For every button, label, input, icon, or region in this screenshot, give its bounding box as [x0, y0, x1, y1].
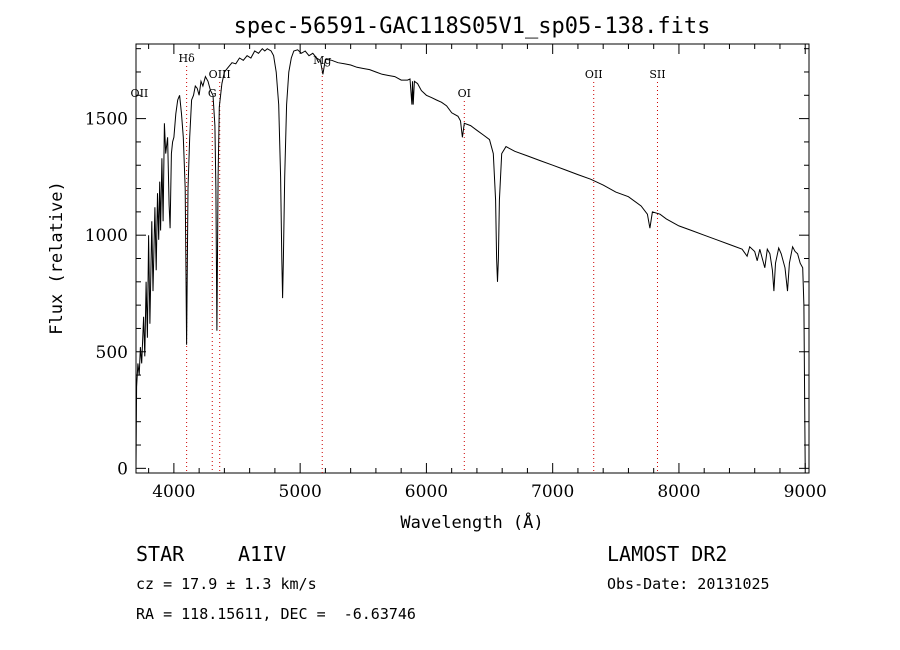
redshift-text: cz = 17.9 ± 1.3 km/s [136, 575, 317, 593]
line-id-label: OII [585, 68, 603, 81]
y-axis: 0 500 1000 1500 [85, 48, 809, 479]
x-axis-label: Wavelength (Å) [400, 511, 543, 533]
x-tick-label: 9000 [784, 482, 827, 502]
line-markers [186, 66, 658, 473]
line-id-label: OII [131, 87, 149, 100]
y-tick-label: 500 [96, 343, 128, 363]
x-axis: 4000 5000 6000 7000 8000 9000 [148, 44, 827, 502]
y-tick-label: 1500 [85, 110, 128, 130]
line-id-label: OIII [209, 68, 231, 81]
y-tick-label: 0 [117, 459, 128, 479]
x-tick-label: 5000 [279, 482, 322, 502]
y-tick-label: 1000 [85, 226, 128, 246]
x-tick-label: 6000 [405, 482, 448, 502]
coordinates-text: RA = 118.15611, DEC = -6.63746 [136, 605, 416, 623]
line-id-label: SII [649, 68, 665, 81]
survey-name: LAMOST DR2 [607, 542, 728, 566]
y-axis-label: Flux (relative) [47, 181, 67, 335]
line-id-label: OI [458, 87, 471, 100]
line-id-label: Mg [313, 54, 331, 67]
line-id-label: Hδ [179, 52, 196, 65]
chart-title: spec-56591-GAC118S05V1_sp05-138.fits [234, 14, 711, 39]
object-class: STAR [136, 542, 185, 566]
x-tick-label: 7000 [531, 482, 574, 502]
x-tick-label: 8000 [657, 482, 700, 502]
obs-date-text: Obs-Date: 20131025 [607, 575, 770, 593]
plot-frame [135, 43, 810, 474]
spectrum-line [135, 47, 806, 469]
object-subclass: A1IV [238, 542, 287, 566]
x-tick-label: 4000 [152, 482, 195, 502]
